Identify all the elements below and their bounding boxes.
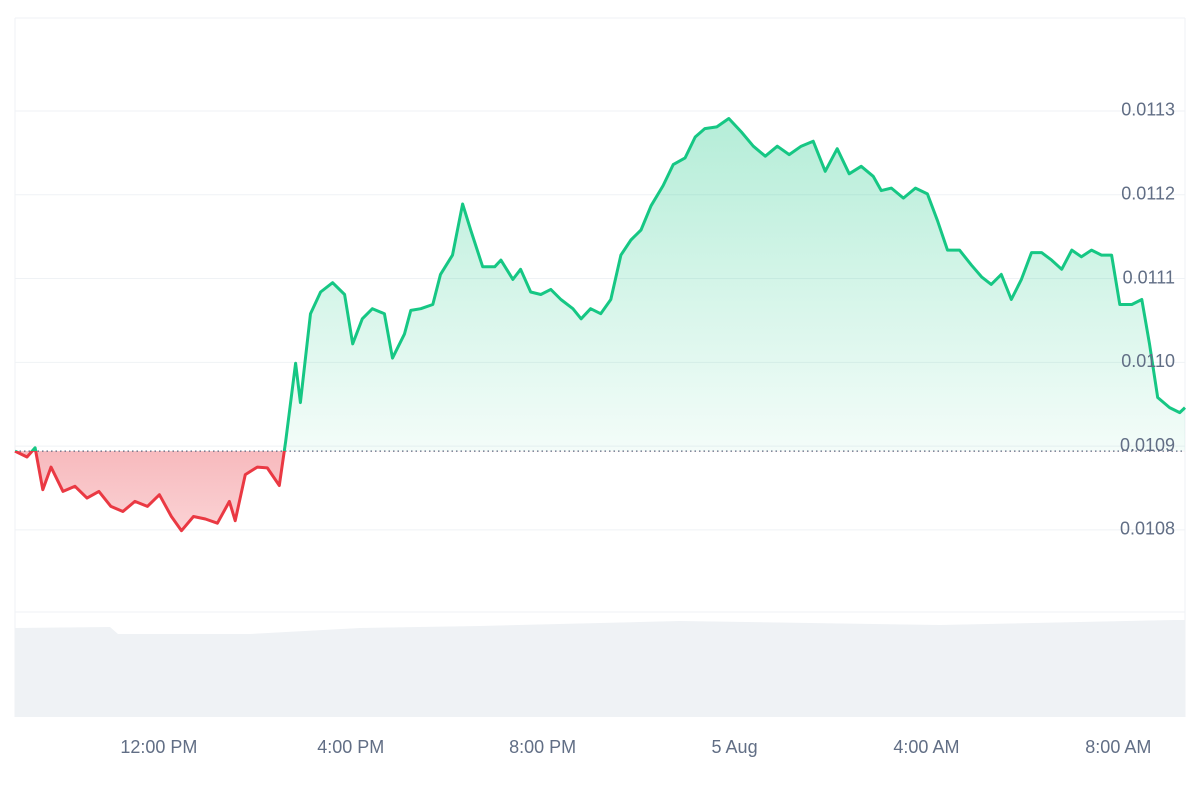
- volume-area: [15, 620, 1185, 717]
- y-tick-label: 0.0110: [1121, 351, 1175, 371]
- x-tick-label: 4:00 PM: [317, 737, 384, 757]
- x-tick-label: 12:00 PM: [120, 737, 197, 757]
- labels: 0.0108 0.0109 0.0110 0.0111 0.0112 0.0113 12:0…: [120, 100, 1175, 757]
- y-tick-label: 0.0109: [1120, 435, 1175, 455]
- x-tick-label: 5 Aug: [712, 737, 758, 757]
- area-fill: [15, 118, 1185, 531]
- y-tick-label: 0.0111: [1123, 267, 1175, 287]
- x-tick-label: 8:00 PM: [509, 737, 576, 757]
- y-tick-label: 0.0113: [1121, 100, 1175, 120]
- y-tick-label: 0.0112: [1121, 184, 1175, 204]
- plot: [14, 117, 1187, 533]
- y-tick-label: 0.0108: [1120, 519, 1175, 539]
- x-tick-label: 8:00 AM: [1085, 737, 1151, 757]
- price-line: [14, 117, 1187, 533]
- x-tick-label: 4:00 AM: [893, 737, 959, 757]
